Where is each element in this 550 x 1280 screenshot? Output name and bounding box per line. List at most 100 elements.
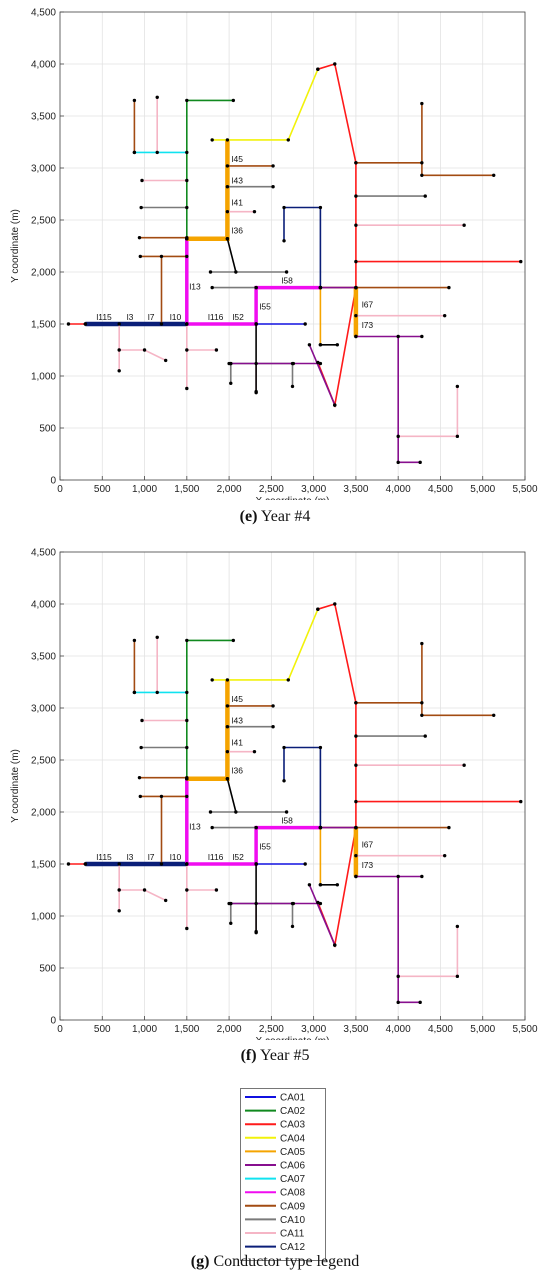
line-annotation: l36 [232,766,244,776]
x-tick-label: 2,000 [217,1024,242,1035]
line-annotation: l73 [362,320,374,330]
bus-node [185,178,189,183]
x-tick-label: 2,500 [259,484,284,495]
conductor-ca12-line [283,746,322,828]
bus-node [185,98,189,103]
x-tick-label: 4,000 [386,484,411,495]
bus-node [252,209,257,214]
caption-year-4: (e) Year #4 [0,508,550,526]
bus-node [185,690,189,695]
line-annotation: l7 [148,852,155,862]
bus-node [286,138,290,142]
bus-node [335,883,340,887]
bus-node [519,799,523,804]
bus-node [271,185,275,189]
line-annotation: l115 [96,852,112,862]
legend-box [240,1088,326,1261]
legend-entry-ca12: CA12 [280,1242,305,1253]
x-tick-label: 5,000 [470,1024,495,1035]
bus-node [229,381,233,385]
bus-node [290,924,295,929]
y-tick-label: 1,000 [31,372,56,383]
bus-node [318,361,323,366]
bus-node [132,150,137,155]
plot-frame [59,551,526,1021]
bus-node [290,384,295,389]
bus-node [282,779,286,783]
bus-node [303,862,307,866]
bus-node [455,384,460,389]
bus-node [462,223,466,227]
bus-node [290,361,295,366]
line-annotation: l41 [232,197,244,207]
conductor-node-line [226,238,237,273]
bus-node [185,322,189,326]
line-annotation: l3 [127,312,134,322]
bus-node [271,725,275,729]
bus-node [271,164,275,168]
bus-node [354,161,358,165]
line-annotation: l115 [96,312,112,322]
y-tick-label: 2,000 [31,808,56,819]
line-annotation: l45 [232,154,244,164]
legend-entry-ca07: CA07 [280,1174,305,1185]
bus-node [254,901,258,906]
caption-letter: (g) [190,1253,210,1270]
line-annotation: l52 [232,312,244,322]
line-annotation: l13 [189,282,201,292]
bus-node [139,205,143,210]
bus-node [519,259,523,264]
bus-node [138,794,143,799]
legend-entry-ca08: CA08 [280,1188,305,1199]
bus-node [225,777,230,781]
conductor-ca12-line [283,206,322,288]
bus-node [83,322,88,326]
bus-node [117,862,121,866]
bus-node [318,901,323,906]
bus-node [254,390,258,395]
x-tick-label: 4,500 [428,484,453,495]
bus-node [354,701,358,705]
bus-node [333,943,337,947]
y-tick-label: 4,500 [31,8,56,19]
bus-node [316,67,320,71]
bus-node [420,334,424,339]
y-tick-label: 1,500 [31,860,56,871]
bus-node [290,901,295,906]
line-annotation: l52 [232,852,244,862]
bus-node [185,888,189,892]
y-tick-label: 0 [50,476,56,487]
line-annotation: l10 [170,852,182,862]
caption-year-5: (f) Year #5 [0,1047,550,1065]
caption-text: Conductor type legend [209,1253,360,1270]
line-annotation: l73 [362,860,374,870]
bus-node [225,185,230,189]
x-tick-label: 3,000 [301,1024,326,1035]
bus-node [423,194,427,198]
bus-node [234,270,238,274]
caption-letter: (e) [239,508,258,525]
line-annotation: l45 [232,694,244,704]
bus-node [137,775,142,780]
bus-node [282,205,286,210]
bus-node [396,974,400,979]
bus-node [354,799,358,804]
line-annotation: l58 [282,815,294,825]
legend-entry-ca09: CA09 [280,1201,305,1212]
conductor-ca06-line [308,884,336,946]
bus-node [462,763,466,767]
bus-node [227,901,231,906]
y-axis-label: Y coordinate (m) [10,209,21,283]
bus-node [210,825,214,830]
line-annotation: l10 [170,312,182,322]
y-tick-label: 500 [39,964,56,975]
y-axis-label: Y coordinate (m) [10,749,21,823]
bus-node [208,270,213,274]
caption-legend: (g) Conductor type legend [0,1253,550,1271]
bus-node [455,924,460,929]
y-tick-label: 2,000 [31,268,56,279]
bus-node [318,883,323,887]
x-tick-label: 500 [94,484,111,495]
y-tick-label: 4,000 [31,600,56,611]
bus-node [254,862,258,866]
